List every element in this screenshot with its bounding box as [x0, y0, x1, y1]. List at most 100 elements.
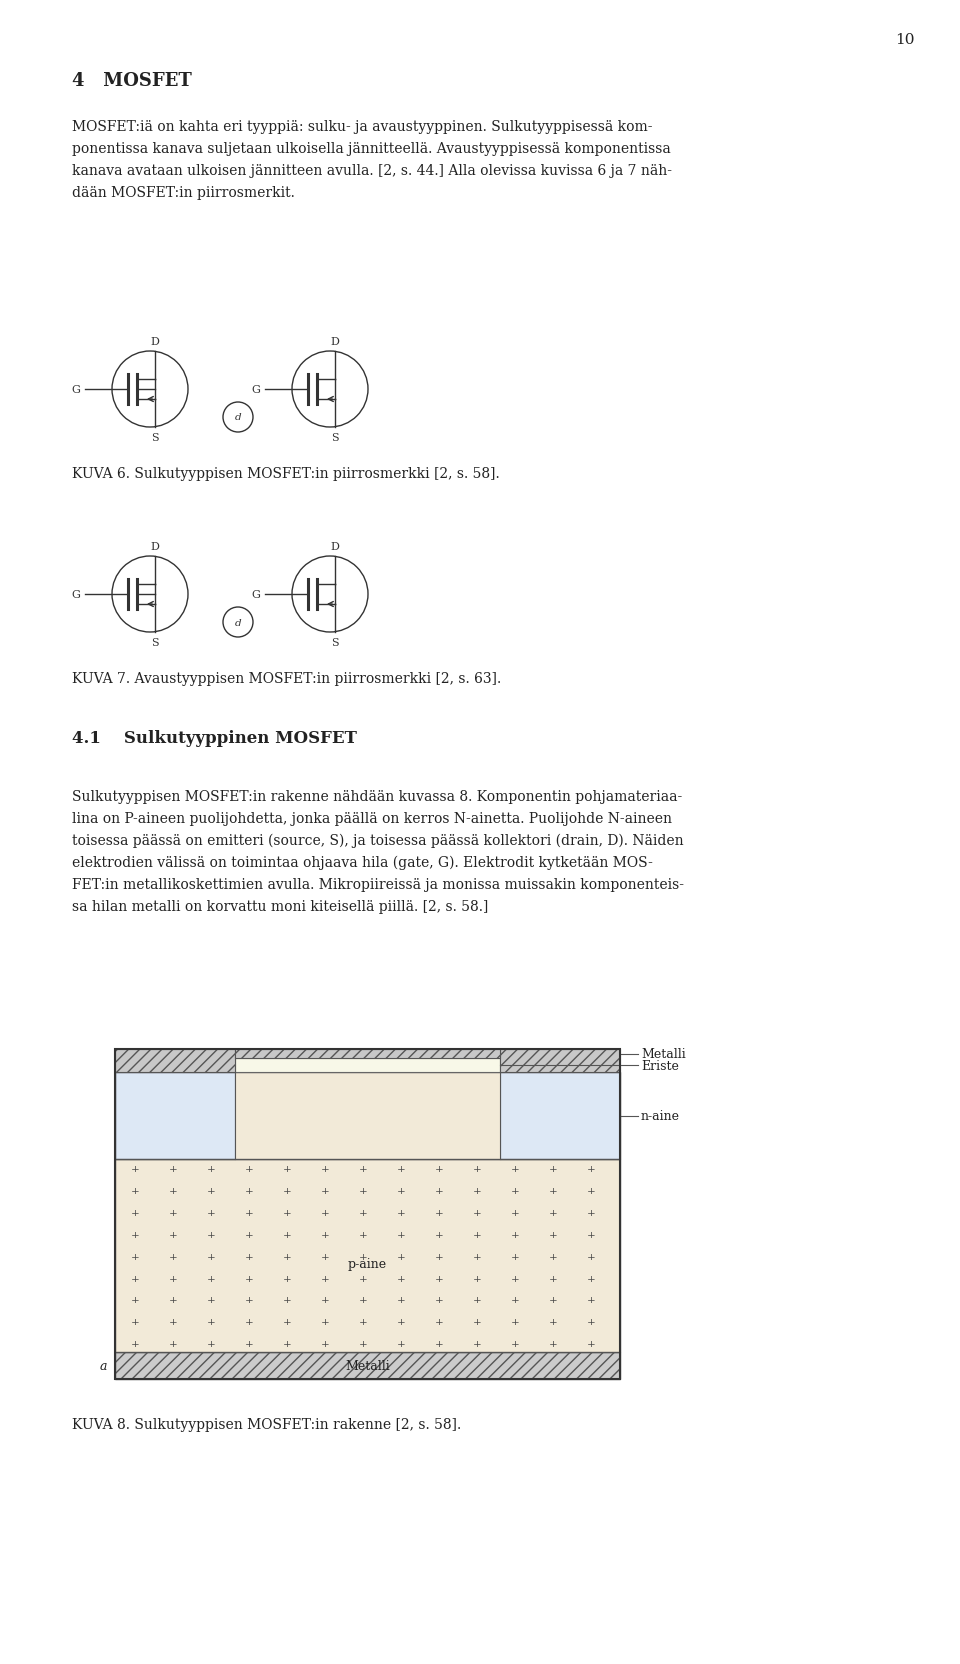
Text: +: + [169, 1273, 178, 1283]
Text: +: + [511, 1186, 519, 1195]
Text: +: + [245, 1230, 253, 1238]
Text: +: + [435, 1340, 444, 1350]
Text: +: + [396, 1163, 405, 1173]
Bar [235, 1072, 500, 1160]
Text: +: + [587, 1251, 595, 1261]
Text: S: S [331, 433, 339, 443]
Text: G: G [252, 384, 260, 394]
Text: Metalli: Metalli [641, 1047, 685, 1060]
Text: +: + [511, 1296, 519, 1305]
Bar [115, 1072, 235, 1160]
Text: +: + [169, 1340, 178, 1350]
Text: S: S [151, 637, 158, 647]
Text: dään MOSFET:in piirrosmerkit.: dään MOSFET:in piirrosmerkit. [72, 186, 295, 200]
Text: +: + [282, 1296, 292, 1305]
Text: +: + [511, 1251, 519, 1261]
Text: +: + [131, 1251, 139, 1261]
Text: +: + [396, 1251, 405, 1261]
Text: +: + [548, 1230, 558, 1238]
Text: +: + [169, 1186, 178, 1195]
Text: +: + [435, 1251, 444, 1261]
Text: +: + [472, 1296, 481, 1305]
Text: +: + [321, 1251, 329, 1261]
Text: +: + [359, 1208, 368, 1216]
Text: +: + [587, 1296, 595, 1305]
Text: +: + [435, 1186, 444, 1195]
Text: +: + [435, 1273, 444, 1283]
Text: elektrodien välissä on toimintaa ohjaava hila (gate, G). Elektrodit kytketään MO: elektrodien välissä on toimintaa ohjaava… [72, 855, 653, 870]
Text: kanava avataan ulkoisen jännitteen avulla. [2, s. 44.] Alla olevissa kuvissa 6 j: kanava avataan ulkoisen jännitteen avull… [72, 163, 672, 178]
Text: +: + [169, 1230, 178, 1238]
Text: +: + [587, 1186, 595, 1195]
Text: Sulkutyyppisen MOSFET:in rakenne nähdään kuvassa 8. Komponentin pohjamateriaa-: Sulkutyyppisen MOSFET:in rakenne nähdään… [72, 789, 683, 804]
Text: +: + [206, 1186, 215, 1195]
Bar [115, 1072, 620, 1160]
Text: +: + [548, 1208, 558, 1216]
Text: +: + [435, 1318, 444, 1326]
Text: +: + [587, 1318, 595, 1326]
Text: +: + [472, 1163, 481, 1173]
Text: KUVA 6. Sulkutyyppisen MOSFET:in piirrosmerkki [2, s. 58].: KUVA 6. Sulkutyyppisen MOSFET:in piirros… [72, 466, 500, 481]
Text: +: + [245, 1340, 253, 1350]
Text: +: + [472, 1251, 481, 1261]
Bar [500, 1072, 620, 1160]
Text: Metalli: Metalli [346, 1359, 390, 1373]
Text: KUVA 8. Sulkutyyppisen MOSFET:in rakenne [2, s. 58].: KUVA 8. Sulkutyyppisen MOSFET:in rakenne… [72, 1418, 461, 1431]
Text: +: + [206, 1230, 215, 1238]
Text: +: + [206, 1163, 215, 1173]
Text: +: + [321, 1340, 329, 1350]
Text: +: + [359, 1230, 368, 1238]
Text: n-aine: n-aine [641, 1110, 680, 1122]
Text: +: + [169, 1318, 178, 1326]
Text: +: + [396, 1296, 405, 1305]
Text: +: + [245, 1296, 253, 1305]
Text: +: + [548, 1251, 558, 1261]
Text: +: + [587, 1340, 595, 1350]
Text: S: S [331, 637, 339, 647]
Text: +: + [245, 1273, 253, 1283]
Text: +: + [511, 1273, 519, 1283]
Text: +: + [282, 1318, 292, 1326]
Text: G: G [71, 589, 80, 599]
Text: +: + [548, 1318, 558, 1326]
Text: G: G [71, 384, 80, 394]
Text: +: + [245, 1318, 253, 1326]
Text: +: + [359, 1318, 368, 1326]
Text: D: D [151, 336, 159, 346]
Bar [115, 1160, 620, 1353]
Text: +: + [321, 1163, 329, 1173]
Text: +: + [131, 1230, 139, 1238]
Text: +: + [396, 1340, 405, 1350]
Text: +: + [169, 1251, 178, 1261]
Text: +: + [472, 1230, 481, 1238]
Bar [115, 1050, 235, 1072]
Text: G: G [252, 589, 260, 599]
Bar [115, 1353, 620, 1379]
Bar [235, 1058, 500, 1072]
Text: +: + [131, 1318, 139, 1326]
Text: sa hilan metalli on korvattu moni kiteisellä piillä. [2, s. 58.]: sa hilan metalli on korvattu moni kiteis… [72, 900, 489, 914]
Text: d: d [234, 413, 241, 423]
Text: 4.1    Sulkutyyppinen MOSFET: 4.1 Sulkutyyppinen MOSFET [72, 729, 357, 747]
Text: +: + [282, 1208, 292, 1216]
Text: +: + [511, 1163, 519, 1173]
Text: toisessa päässä on emitteri (source, S), ja toisessa päässä kollektori (drain, D: toisessa päässä on emitteri (source, S),… [72, 834, 684, 849]
Text: +: + [282, 1186, 292, 1195]
Text: +: + [548, 1186, 558, 1195]
Text: +: + [245, 1251, 253, 1261]
Text: +: + [511, 1208, 519, 1216]
Bar [500, 1050, 620, 1072]
Text: +: + [169, 1208, 178, 1216]
Text: +: + [472, 1318, 481, 1326]
Text: +: + [282, 1273, 292, 1283]
Text: +: + [131, 1273, 139, 1283]
Text: +: + [321, 1208, 329, 1216]
Text: D: D [151, 542, 159, 552]
Text: +: + [587, 1163, 595, 1173]
Text: +: + [206, 1340, 215, 1350]
Text: lina on P-aineen puolijohdetta, jonka päällä on kerros N-ainetta. Puolijohde N-a: lina on P-aineen puolijohdetta, jonka pä… [72, 812, 672, 825]
Text: +: + [131, 1186, 139, 1195]
Text: +: + [245, 1186, 253, 1195]
Text: +: + [206, 1251, 215, 1261]
Text: +: + [548, 1296, 558, 1305]
